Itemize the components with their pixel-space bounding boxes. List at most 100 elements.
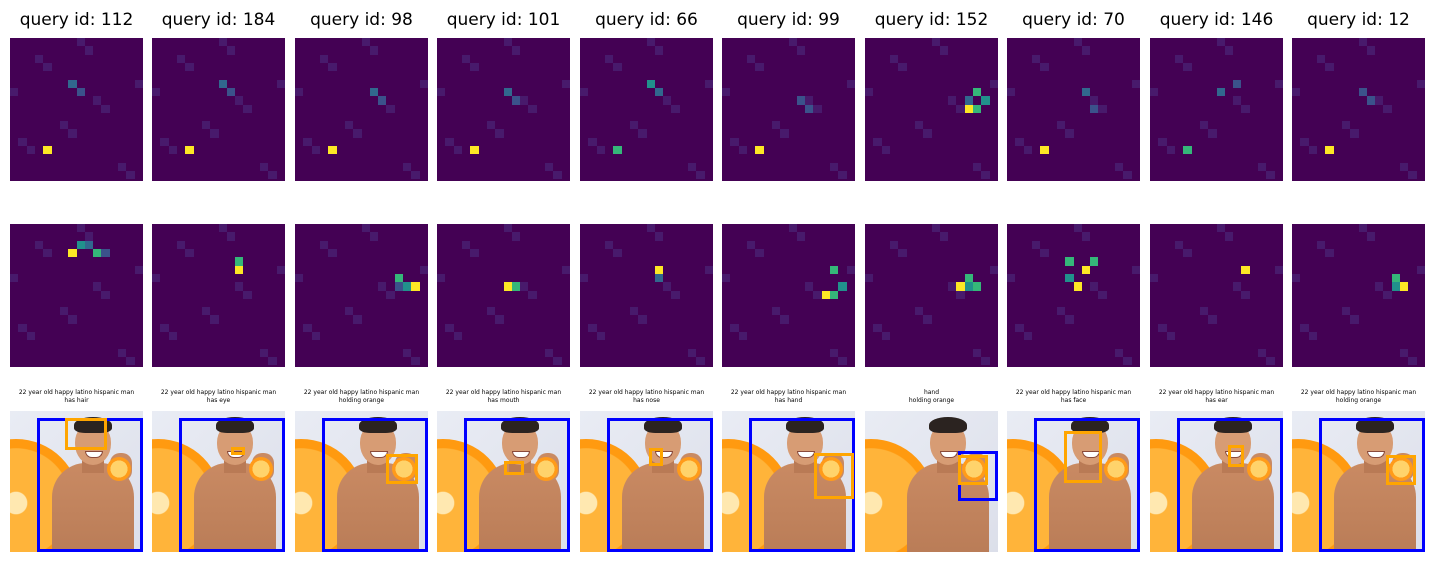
heat-cell [771,121,781,130]
caption-relation: has hair [64,396,89,404]
heat-cell [771,307,781,316]
query-panel: query id: 98 22 year old happy latino his… [295,0,428,574]
heat-cell [118,162,127,171]
hair [1071,417,1109,433]
heat-cell-highlight [1216,87,1225,97]
heat-cell [898,62,907,72]
heat-cell [914,307,924,316]
relation-caption: hand holding orange [861,389,1002,404]
heat-cell [152,273,161,283]
heat-cell-highlight [830,265,839,274]
heat-cell-highlight [1065,257,1074,266]
heat-cell [1224,46,1234,55]
heat-cell [722,273,731,283]
heat-cell [1098,290,1107,299]
heat-cell [1400,348,1409,357]
relation-caption: 22 year old happy latino hispanic man has… [1146,389,1287,404]
heat-cell-highlight [93,248,102,258]
heat-cell [101,104,110,113]
heat-cell-highlight [1040,146,1049,155]
attention-heatmap-top [865,38,998,181]
heat-cell [1350,315,1359,324]
heat-cell [1174,54,1184,63]
heat-cell [588,137,597,147]
heat-cell [34,240,44,249]
heat-cell [511,232,521,241]
heat-cell-highlight [394,273,404,283]
caption-relation: has hand [774,396,803,404]
heat-cell [1266,171,1275,180]
caption-subject: 22 year old happy latino hispanic man [303,389,420,396]
heat-cell-highlight [470,146,479,155]
man-with-oranges-photo [722,411,855,552]
object-bounding-box [958,455,988,485]
heat-cell [520,96,529,105]
heat-cell [588,323,597,333]
relation-caption: 22 year old happy latino hispanic man has… [6,389,147,404]
attention-heatmap-top [295,38,428,181]
heat-cell [1233,282,1242,291]
heat-cell-highlight [646,79,655,88]
heat-cell-highlight [76,87,85,97]
heat-cell [1115,162,1124,171]
heat-cell-highlight [821,290,831,299]
heat-cell [1166,146,1175,155]
heat-cell [1216,38,1225,47]
heat-cell [461,240,471,249]
heat-cell-highlight [755,146,764,155]
heat-cell [629,307,639,316]
heat-cell [319,54,329,63]
attention-heatmap-top [580,38,713,181]
heat-cell [1015,137,1024,147]
hair [359,417,397,433]
heat-cell-highlight [503,87,512,97]
heat-cell-highlight [84,240,94,249]
heat-cell [134,265,143,274]
heat-cell [453,146,462,155]
heat-cell [1123,357,1132,366]
subject-bounding-box [1177,418,1283,552]
heat-cell [419,79,428,88]
heat-cell [1023,146,1032,155]
heat-cell [1258,348,1267,357]
heat-cell [1292,273,1301,283]
heat-cell [796,46,806,55]
heat-cell [311,146,320,155]
heat-cell [973,348,982,357]
heat-cell [226,46,236,55]
heat-cell [470,248,479,258]
heat-cell [235,282,244,291]
heat-cell [865,87,874,97]
heat-cell [830,162,839,171]
heat-cell [18,137,27,147]
subject-bounding-box [464,418,570,552]
heat-cell [1208,315,1217,324]
heat-cell [26,332,35,341]
heat-cell [1266,357,1275,366]
heat-cell [722,87,731,97]
heat-cell-highlight [1081,265,1091,274]
heat-cell [34,54,44,63]
heat-cell [126,171,135,180]
man-with-oranges-photo [1007,411,1140,552]
heat-cell [361,38,370,47]
heat-cell [1065,315,1074,324]
heat-cell [1199,121,1209,130]
heat-cell [218,38,227,47]
heat-cell [1123,171,1132,180]
heat-cell-highlight [964,104,974,113]
heat-cell [939,46,949,55]
heat-cell-highlight [1391,282,1401,291]
heat-cell-highlight [226,87,236,97]
heat-cell [561,79,570,88]
heat-cell [185,248,194,258]
heat-cell [26,146,35,155]
heat-cell [638,315,647,324]
caption-subject: 22 year old happy latino hispanic man [1015,389,1132,396]
man-with-oranges-photo [865,411,998,552]
heat-cell [1408,357,1417,366]
attention-heatmap-bottom [437,224,570,367]
heat-cell [981,171,990,180]
heat-cell [1274,265,1283,274]
heat-cell [1031,240,1041,249]
